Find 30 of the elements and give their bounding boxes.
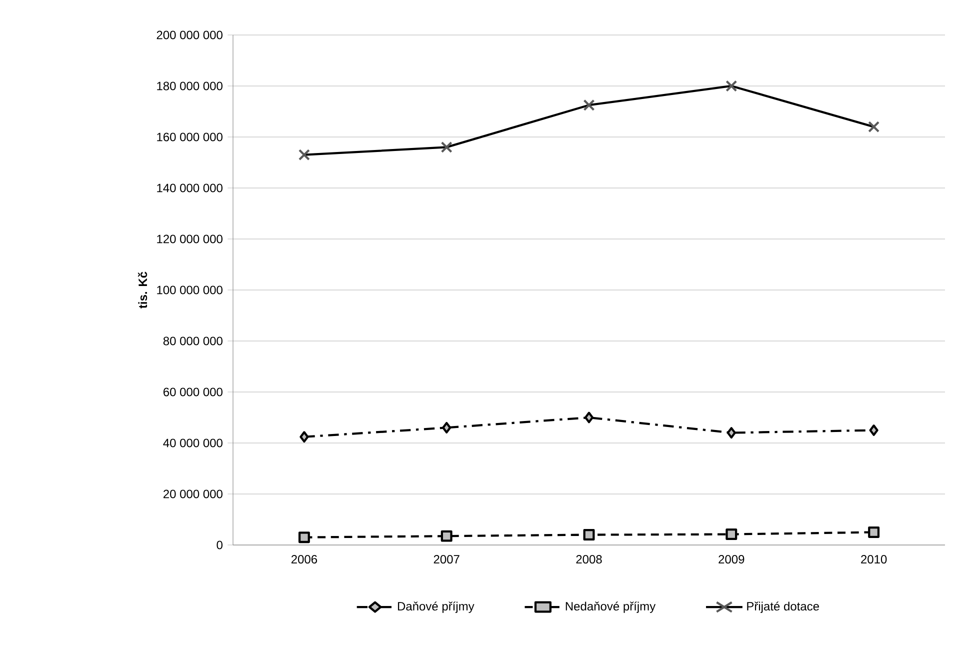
- y-tick-label: 120 000 000: [157, 234, 222, 244]
- point: [583, 529, 595, 541]
- point: [584, 412, 594, 424]
- point: [298, 532, 310, 544]
- point: [440, 530, 452, 542]
- point: [726, 528, 738, 540]
- point: [442, 422, 452, 434]
- point: [868, 526, 880, 538]
- y-axis-title: tis. Kč: [138, 272, 148, 308]
- x-tick-label: 2007: [434, 555, 460, 564]
- y-tick-label: 80 000 000: [163, 336, 222, 346]
- y-tick-label: 60 000 000: [164, 388, 222, 396]
- y-tick-label: 200 000 000: [156, 30, 222, 40]
- legend-label: Přijaté dotace: [747, 602, 819, 613]
- y-tick-label: 0: [216, 540, 222, 550]
- y-tick-label: 180 000 000: [157, 82, 222, 90]
- y-tick-label: 40 000 000: [163, 438, 222, 448]
- legend-label: Nedaňové příjmy: [566, 602, 656, 613]
- point: [726, 427, 736, 439]
- y-tick-label: 20 000 000: [164, 490, 222, 498]
- legend-label: Daňové příjmy: [398, 602, 474, 613]
- y-tick-label: 100 000 000: [157, 286, 222, 294]
- y-tick-label: 160 000 000: [157, 132, 222, 142]
- point: [300, 431, 309, 443]
- x-tick-label: 2006: [291, 555, 318, 564]
- point: [869, 424, 878, 436]
- x-tick-label: 2008: [576, 555, 602, 564]
- y-tick-label: 140 000 000: [157, 184, 222, 192]
- x-tick-label: 2010: [861, 555, 887, 564]
- x-tick-label: 2009: [718, 555, 744, 564]
